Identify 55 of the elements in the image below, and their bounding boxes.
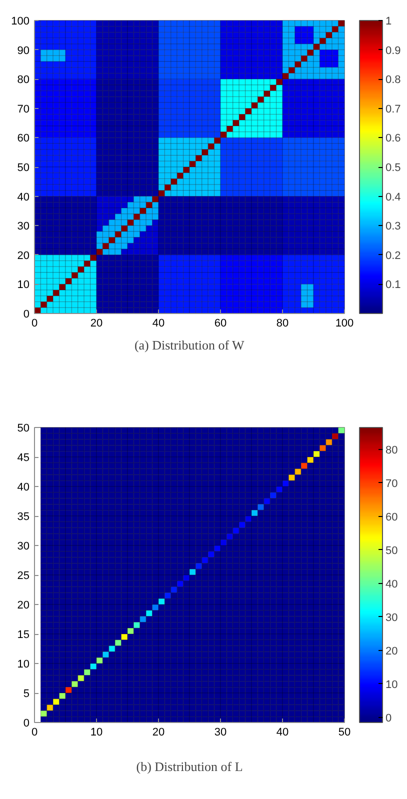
color-bar-label: 0.9 (386, 44, 401, 57)
y-tick-label: 35 (17, 511, 30, 523)
x-tick-label: 80 (276, 318, 289, 330)
y-tick-label: 40 (17, 191, 30, 204)
color-bar-label: 1 (386, 16, 392, 28)
color-bar-label: 10 (386, 678, 398, 691)
color-bar-label: 30 (386, 612, 398, 624)
x-tick-label: 10 (90, 726, 103, 738)
color-bar-label: 50 (386, 544, 398, 557)
x-tick-label: 40 (152, 318, 165, 330)
y-tick-label: 100 (11, 16, 30, 28)
color-bar-label: 40 (386, 578, 398, 590)
x-tick-label: 0 (31, 318, 38, 330)
y-tick-label: 15 (17, 629, 30, 641)
x-tick-label: 0 (31, 726, 38, 738)
y-tick-label: 20 (17, 600, 30, 612)
y-tick-label: 10 (17, 279, 30, 292)
x-tick-label: 30 (214, 726, 227, 738)
color-bar-label: 0 (386, 712, 392, 724)
text: (b) Distribution of L (136, 759, 243, 774)
text: (a) Distribution of W (134, 338, 246, 352)
y-tick-label: 50 (17, 422, 30, 434)
color-bar-label: 0.1 (386, 279, 401, 292)
x-tick-label: 100 (335, 318, 354, 330)
y-tick-label: 20 (17, 250, 30, 262)
y-tick-label: 25 (17, 570, 30, 582)
y-tick-label: 45 (17, 452, 30, 464)
color-bar-label: 20 (386, 645, 398, 658)
color-bar-label: 60 (386, 511, 398, 524)
y-tick-label: 30 (17, 540, 30, 552)
x-tick-label: 50 (338, 726, 351, 738)
color-bar-label: 0.4 (386, 191, 401, 204)
x-tick-label: 60 (214, 318, 227, 330)
x-tick-label: 20 (90, 318, 103, 330)
color-bar-label: 80 (386, 444, 398, 456)
color-bar-label: 0.6 (386, 132, 401, 145)
color-bar-label: 0.8 (386, 74, 401, 86)
color-bar-label: 0.2 (386, 250, 401, 262)
color-bar-label: 0.5 (386, 162, 401, 174)
color-bar-label: 0.7 (386, 103, 401, 116)
y-tick-label: 5 (23, 688, 30, 700)
y-tick-label: 30 (17, 220, 30, 233)
y-tick-label: 0 (23, 718, 30, 730)
y-tick-label: 40 (17, 482, 30, 494)
y-tick-label: 60 (17, 132, 30, 145)
y-tick-label: 90 (17, 44, 30, 57)
y-tick-label: 10 (17, 658, 30, 670)
x-tick-label: 20 (152, 726, 165, 738)
x-tick-label: 40 (276, 726, 289, 738)
y-tick-label: 50 (17, 162, 30, 174)
y-tick-label: 80 (17, 74, 30, 86)
y-tick-label: 0 (23, 308, 30, 320)
color-bar-label: 70 (386, 478, 398, 490)
y-tick-label: 70 (17, 103, 30, 116)
color-bar-label: 0.3 (386, 220, 401, 233)
